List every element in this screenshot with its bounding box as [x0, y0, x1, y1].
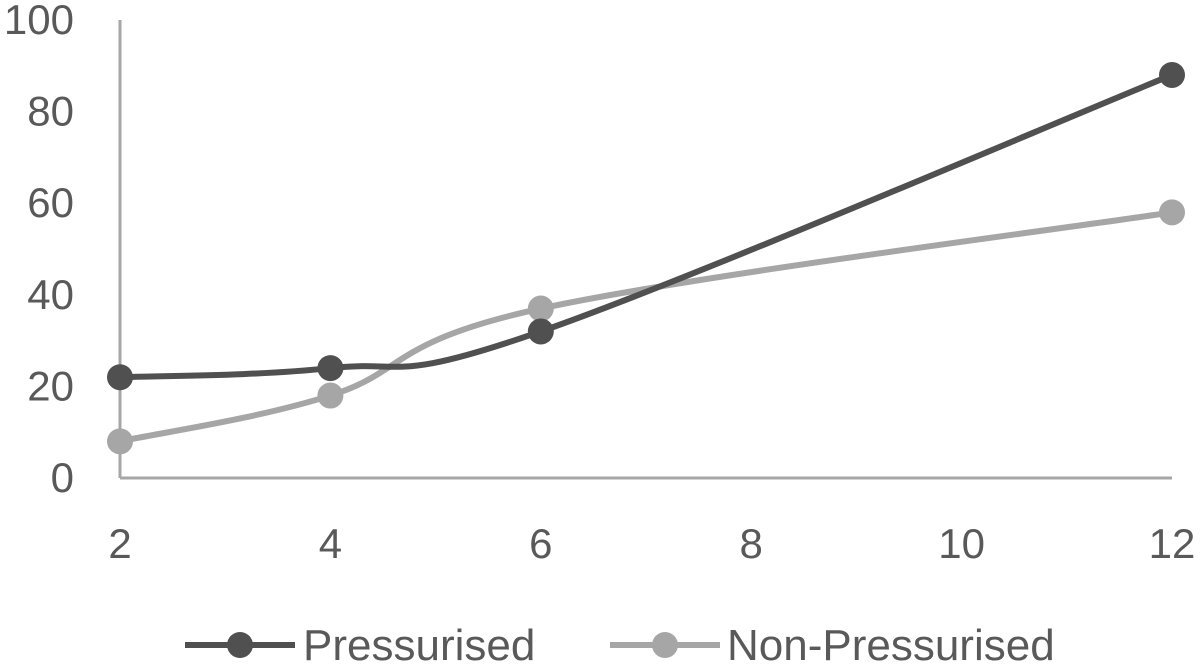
data-point	[107, 364, 133, 391]
x-tick-label: 4	[319, 520, 342, 567]
series-line	[117, 209, 1175, 445]
x-tick-label: 8	[740, 520, 763, 567]
data-point	[527, 318, 554, 345]
series-1	[107, 199, 1185, 455]
data-point	[317, 382, 344, 409]
x-tick-label: 12	[1149, 520, 1196, 567]
legend-swatch-marker	[652, 632, 678, 658]
x-tick-label: 6	[529, 520, 552, 567]
data-point	[1159, 199, 1185, 226]
y-tick-labels: 0 20 40 60 80 100	[4, 0, 74, 501]
data-point	[107, 428, 133, 455]
legend-label: Non-Pressurised	[727, 621, 1055, 668]
x-tick-label: 2	[108, 520, 131, 567]
y-tick-label: 60	[27, 179, 74, 226]
y-tick-label: 100	[4, 0, 74, 43]
series-layer	[107, 61, 1185, 455]
x-tick-label: 10	[938, 520, 985, 567]
x-tick-labels: 2 4 6 8 10 12	[108, 520, 1195, 567]
series-line	[117, 71, 1175, 381]
series-0	[107, 61, 1185, 391]
legend-entry: Non-Pressurised	[610, 621, 1055, 668]
data-point	[1159, 61, 1185, 88]
axes	[118, 20, 1172, 480]
y-tick-label: 20	[27, 362, 74, 409]
data-point	[527, 295, 554, 322]
legend-entry: Pressurised	[185, 621, 535, 668]
y-tick-label: 40	[27, 271, 74, 318]
legend-swatch-marker	[227, 632, 253, 658]
legend: Pressurised Non-Pressurised	[185, 621, 1055, 668]
legend-label: Pressurised	[303, 621, 535, 668]
data-point	[317, 355, 344, 382]
y-tick-label: 0	[51, 454, 74, 501]
y-tick-label: 80	[27, 88, 74, 135]
